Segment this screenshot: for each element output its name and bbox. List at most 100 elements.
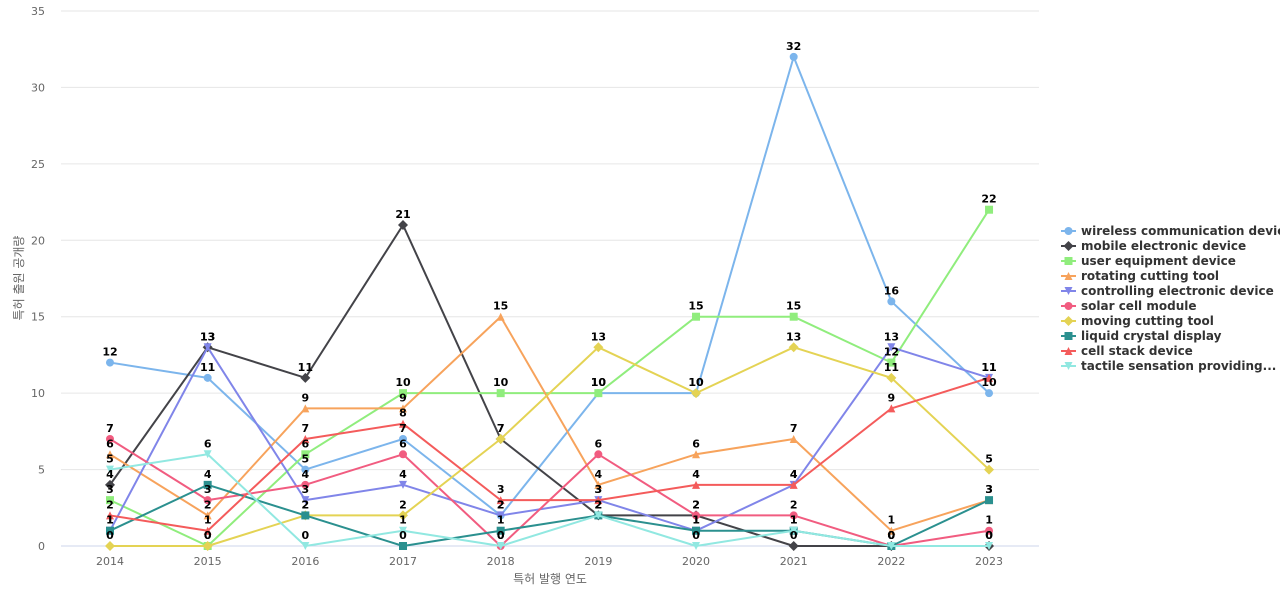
data-point[interactable] [985, 389, 994, 398]
data-point[interactable] [495, 434, 506, 444]
data-point[interactable] [985, 496, 994, 505]
data-point[interactable] [887, 404, 896, 413]
data-point[interactable] [106, 496, 114, 505]
series-line[interactable] [109, 453, 990, 547]
legend-marker[interactable] [1064, 362, 1073, 370]
data-point[interactable] [496, 526, 505, 535]
series-line[interactable] [109, 346, 990, 532]
data-point[interactable] [301, 542, 310, 550]
data-point[interactable] [887, 526, 896, 535]
data-point[interactable] [496, 496, 505, 505]
data-point[interactable] [985, 542, 994, 550]
data-point[interactable] [594, 480, 603, 489]
legend-marker[interactable] [1064, 347, 1073, 355]
data-point[interactable] [496, 389, 505, 398]
data-point[interactable] [301, 511, 310, 520]
data-point[interactable] [594, 511, 603, 520]
data-point[interactable] [203, 511, 212, 520]
legend-item[interactable]: solar cell module [1061, 299, 1196, 313]
data-point[interactable] [203, 373, 212, 382]
series-line[interactable] [109, 376, 990, 532]
data-point[interactable] [399, 435, 408, 443]
data-point[interactable] [399, 542, 408, 550]
legend-marker[interactable] [1064, 272, 1073, 280]
data-point[interactable] [301, 450, 310, 459]
data-point[interactable] [984, 464, 995, 475]
data-point[interactable] [399, 480, 408, 489]
legend-item[interactable]: controlling electronic device [1061, 284, 1274, 298]
legend-item[interactable]: tactile sensation providing... [1061, 359, 1276, 373]
data-point[interactable] [203, 496, 212, 505]
data-point[interactable] [887, 542, 896, 550]
data-point[interactable] [301, 404, 310, 413]
series-line[interactable] [109, 315, 990, 532]
data-point[interactable] [886, 372, 897, 383]
data-point[interactable] [788, 342, 799, 353]
data-point[interactable] [202, 541, 213, 551]
legend-marker[interactable] [1064, 257, 1073, 265]
legend-marker[interactable] [1064, 227, 1073, 235]
data-point[interactable] [203, 480, 212, 489]
legend-item[interactable]: wireless communication device [1061, 224, 1280, 238]
data-point[interactable] [399, 389, 408, 398]
legend-marker[interactable] [1064, 332, 1073, 340]
data-point[interactable] [399, 419, 408, 428]
legend-marker[interactable] [1064, 287, 1073, 295]
data-point[interactable] [789, 435, 798, 443]
legend-item[interactable]: rotating cutting tool [1061, 269, 1219, 283]
data-point[interactable] [594, 496, 603, 505]
legend-marker[interactable] [1063, 241, 1074, 251]
data-point[interactable] [106, 450, 114, 459]
data-point[interactable] [496, 542, 505, 550]
data-point[interactable] [106, 435, 114, 443]
data-point[interactable] [789, 312, 798, 321]
series-line[interactable] [109, 55, 990, 517]
legend-item[interactable]: moving cutting tool [1061, 314, 1214, 328]
data-point[interactable] [203, 526, 212, 535]
data-point[interactable] [887, 343, 896, 352]
data-point[interactable] [691, 388, 702, 399]
data-point[interactable] [692, 511, 701, 520]
legend-item[interactable]: mobile electronic device [1061, 239, 1246, 253]
data-point[interactable] [399, 526, 408, 535]
data-point[interactable] [106, 511, 114, 520]
legend-marker[interactable] [1063, 316, 1074, 326]
data-point[interactable] [985, 526, 994, 535]
data-point[interactable] [496, 312, 505, 321]
data-point[interactable] [105, 541, 115, 551]
data-point[interactable] [398, 510, 409, 521]
data-point[interactable] [301, 496, 310, 505]
data-point[interactable] [301, 435, 310, 443]
series-line[interactable] [110, 346, 990, 547]
data-point[interactable] [105, 479, 115, 490]
data-point[interactable] [789, 511, 798, 520]
data-point[interactable] [594, 450, 603, 459]
data-point[interactable] [496, 511, 505, 520]
data-point[interactable] [789, 526, 798, 535]
data-point[interactable] [106, 358, 114, 367]
data-point[interactable] [887, 358, 896, 367]
data-point[interactable] [398, 220, 409, 230]
data-point[interactable] [594, 389, 603, 398]
data-point[interactable] [985, 205, 994, 214]
data-point[interactable] [985, 373, 994, 382]
data-point[interactable] [692, 526, 701, 535]
data-point[interactable] [887, 297, 896, 306]
legend-item[interactable]: cell stack device [1061, 344, 1193, 358]
data-point[interactable] [106, 465, 114, 474]
series-line[interactable] [109, 224, 990, 547]
data-point[interactable] [789, 480, 798, 489]
data-point[interactable] [692, 450, 701, 459]
data-point[interactable] [300, 372, 311, 383]
legend-item[interactable]: user equipment device [1061, 254, 1236, 268]
data-point[interactable] [106, 526, 114, 535]
data-point[interactable] [399, 450, 408, 459]
data-point[interactable] [203, 343, 212, 352]
data-point[interactable] [593, 342, 604, 353]
data-point[interactable] [788, 541, 799, 551]
legend-item[interactable]: liquid crystal display [1061, 329, 1222, 343]
data-point[interactable] [692, 480, 701, 489]
data-point[interactable] [203, 450, 212, 459]
legend-marker[interactable] [1064, 302, 1073, 310]
data-point[interactable] [301, 480, 310, 489]
